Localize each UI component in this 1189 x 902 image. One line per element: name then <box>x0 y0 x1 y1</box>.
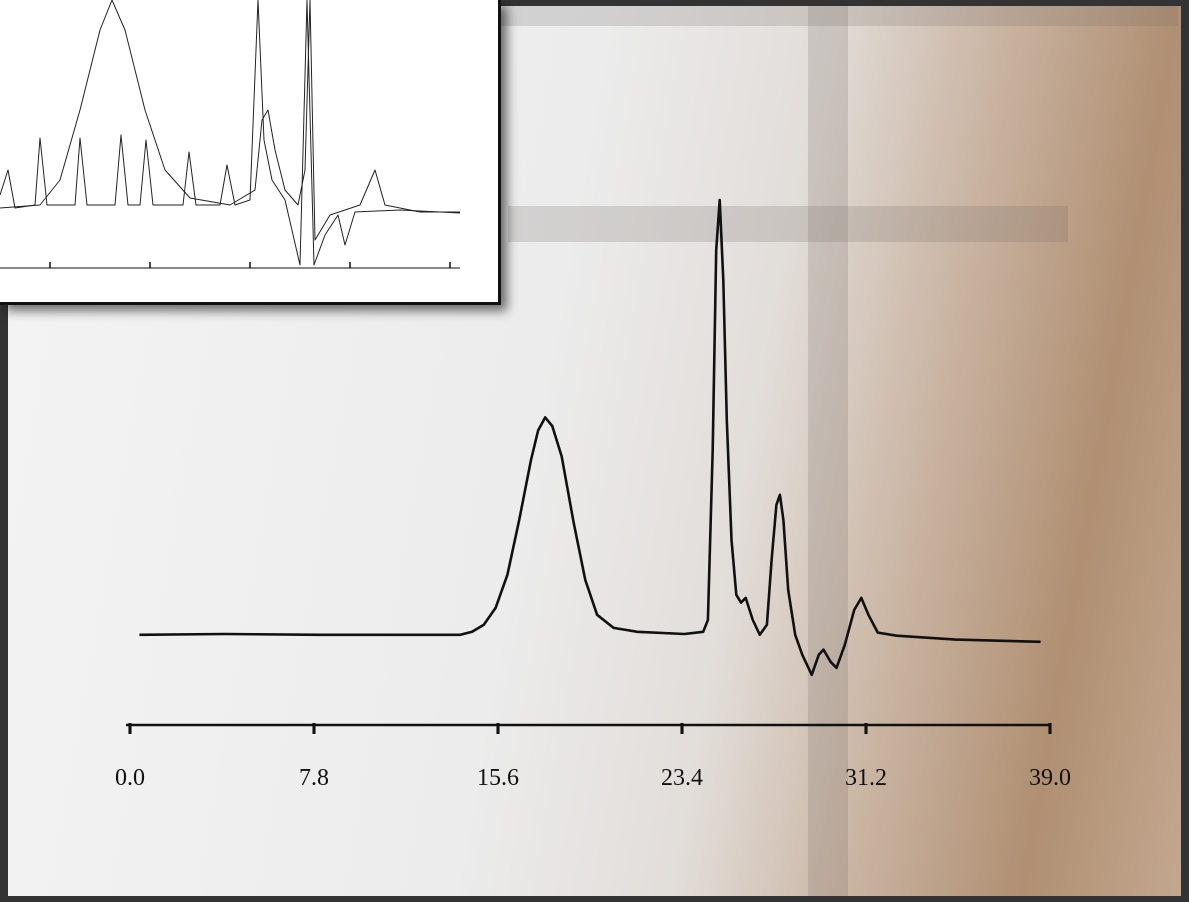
x-tick-label: 0.0 <box>115 765 145 791</box>
inset-plot <box>0 0 461 269</box>
data-line <box>0 0 461 266</box>
x-tick-label: 23.4 <box>661 765 703 791</box>
x-tick-label: 39.0 <box>1029 765 1071 791</box>
x-tick-label: 7.8 <box>299 765 329 791</box>
x-tick-label: 15.6 <box>477 765 519 791</box>
inset-chart <box>0 0 501 305</box>
data-line <box>0 0 460 241</box>
x-tick-label: 31.2 <box>845 765 887 791</box>
data-line <box>139 198 1041 677</box>
window-frame <box>508 206 1068 242</box>
window-frame <box>808 6 848 896</box>
window-frame <box>478 6 1178 26</box>
